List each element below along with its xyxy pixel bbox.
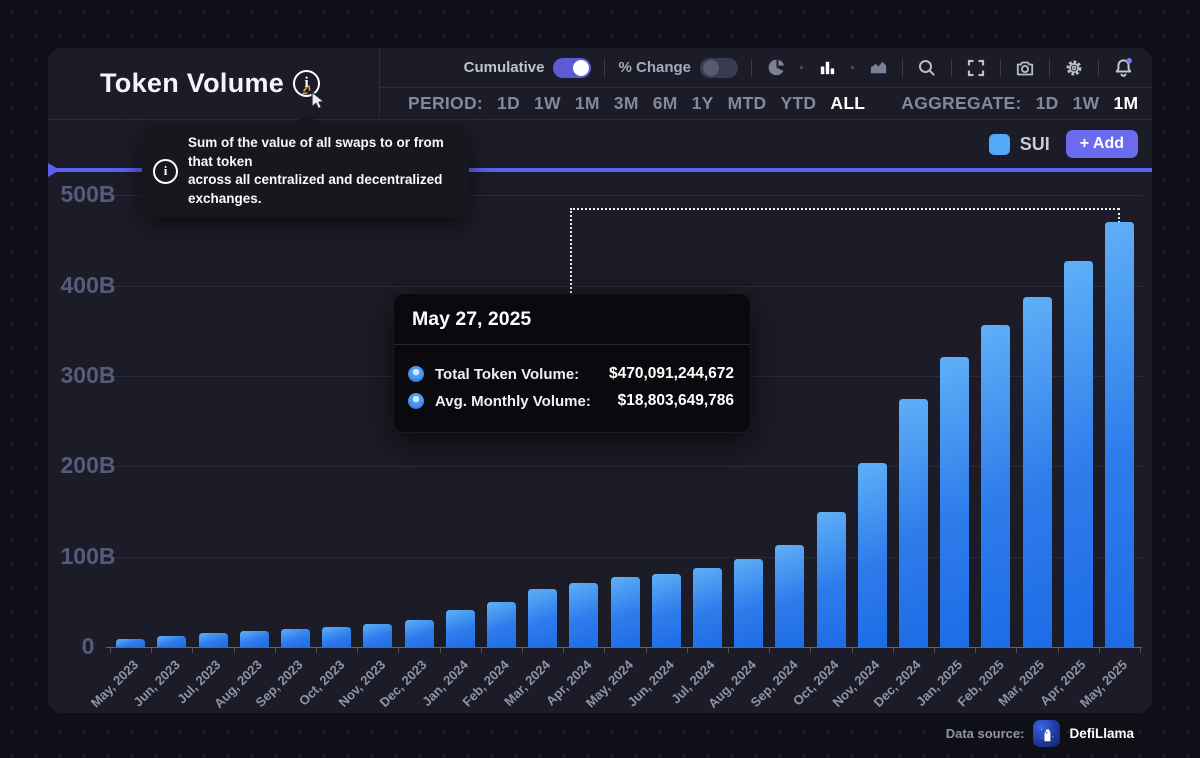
x-axis-tick <box>934 648 935 653</box>
tooltip-row-value: $18,803,649,786 <box>618 392 734 410</box>
x-axis-tick <box>440 648 441 653</box>
bar-jul-2024[interactable] <box>693 568 722 647</box>
bar-jul-2023[interactable] <box>199 633 228 647</box>
bar-apr-2025[interactable] <box>1064 261 1093 647</box>
x-axis-tick <box>1058 648 1059 653</box>
info-tooltip: i Sum of the value of all swaps to or fr… <box>142 126 469 217</box>
x-axis-tick <box>1140 648 1141 653</box>
x-axis-tick <box>481 648 482 653</box>
bar-apr-2024[interactable] <box>569 583 598 647</box>
series-bullet-icon <box>408 366 424 382</box>
x-axis-tick <box>687 648 688 653</box>
x-axis-tick <box>893 648 894 653</box>
x-axis-tick <box>728 648 729 653</box>
bar-jun-2024[interactable] <box>652 574 681 647</box>
crosshair-vertical-left <box>570 208 572 293</box>
x-axis-tick <box>398 648 399 653</box>
bar-oct-2023[interactable] <box>322 627 351 647</box>
x-axis-tick <box>316 648 317 653</box>
x-axis-tick <box>646 648 647 653</box>
x-axis-tick <box>110 648 111 653</box>
data-source: Data source: DefiLlama <box>946 720 1134 747</box>
series-bullet-icon <box>408 393 424 409</box>
info-icon: i <box>153 159 178 184</box>
bar-dec-2024[interactable] <box>899 399 928 647</box>
x-axis-tick <box>192 648 193 653</box>
tooltip-date: May 27, 2025 <box>394 294 750 345</box>
x-axis-tick <box>1099 648 1100 653</box>
crosshair-horizontal <box>570 208 1119 210</box>
tooltip-row-label: Avg. Monthly Volume: <box>435 393 591 410</box>
x-axis-tick <box>234 648 235 653</box>
bar-mar-2025[interactable] <box>1023 297 1052 647</box>
x-axis-tick <box>975 648 976 653</box>
bar-may-2025[interactable] <box>1105 222 1134 647</box>
bar-may-2024[interactable] <box>611 577 640 647</box>
bar-feb-2025[interactable] <box>981 325 1010 647</box>
tooltip-body: Total Token Volume: $470,091,244,672 Avg… <box>394 345 750 432</box>
y-axis-label: 300B <box>52 362 124 389</box>
bar-dec-2023[interactable] <box>405 620 434 647</box>
gridline-400B <box>106 286 1142 287</box>
x-axis-tick <box>852 648 853 653</box>
bar-jun-2023[interactable] <box>157 636 186 647</box>
x-axis-tick <box>769 648 770 653</box>
chart-panel: Token Volume i Cumulative % Change <box>48 48 1152 713</box>
x-axis-tick <box>522 648 523 653</box>
x-axis-tick <box>810 648 811 653</box>
mouse-cursor-icon <box>300 84 330 119</box>
tooltip-row: Avg. Monthly Volume: $18,803,649,786 <box>408 392 734 410</box>
x-axis-tick <box>563 648 564 653</box>
bar-feb-2024[interactable] <box>487 602 516 647</box>
x-axis-tick <box>151 648 152 653</box>
crosshair-vertical-right <box>1118 208 1120 223</box>
tooltip-row: Total Token Volume: $470,091,244,672 <box>408 365 734 383</box>
info-tooltip-text: Sum of the value of all swaps to or from… <box>188 134 457 209</box>
y-axis-label: 500B <box>52 181 124 208</box>
bar-jan-2025[interactable] <box>940 357 969 647</box>
y-axis-label: 100B <box>52 543 124 570</box>
x-axis-tick <box>357 648 358 653</box>
x-axis-tick <box>604 648 605 653</box>
bar-jan-2024[interactable] <box>446 610 475 647</box>
data-source-label: Data source: <box>946 726 1025 741</box>
defillama-logo-icon[interactable] <box>1033 720 1060 747</box>
x-axis-tick <box>275 648 276 653</box>
tooltip-row-value: $470,091,244,672 <box>609 365 734 383</box>
bar-may-2023[interactable] <box>116 639 145 647</box>
tooltip-row-label: Total Token Volume: <box>435 366 579 383</box>
bar-oct-2024[interactable] <box>817 512 846 647</box>
x-axis-line <box>106 647 1142 648</box>
chart-tooltip: May 27, 2025 Total Token Volume: $470,09… <box>393 293 751 433</box>
bar-nov-2024[interactable] <box>858 463 887 647</box>
defillama-label: DefiLlama <box>1069 726 1134 741</box>
bar-aug-2024[interactable] <box>734 559 763 647</box>
y-axis-label: 200B <box>52 452 124 479</box>
bar-aug-2023[interactable] <box>240 631 269 647</box>
bar-nov-2023[interactable] <box>363 624 392 647</box>
bar-sep-2023[interactable] <box>281 629 310 647</box>
bar-mar-2024[interactable] <box>528 589 557 647</box>
bar-sep-2024[interactable] <box>775 545 804 647</box>
y-axis-label: 400B <box>52 272 124 299</box>
x-axis-tick <box>1016 648 1017 653</box>
